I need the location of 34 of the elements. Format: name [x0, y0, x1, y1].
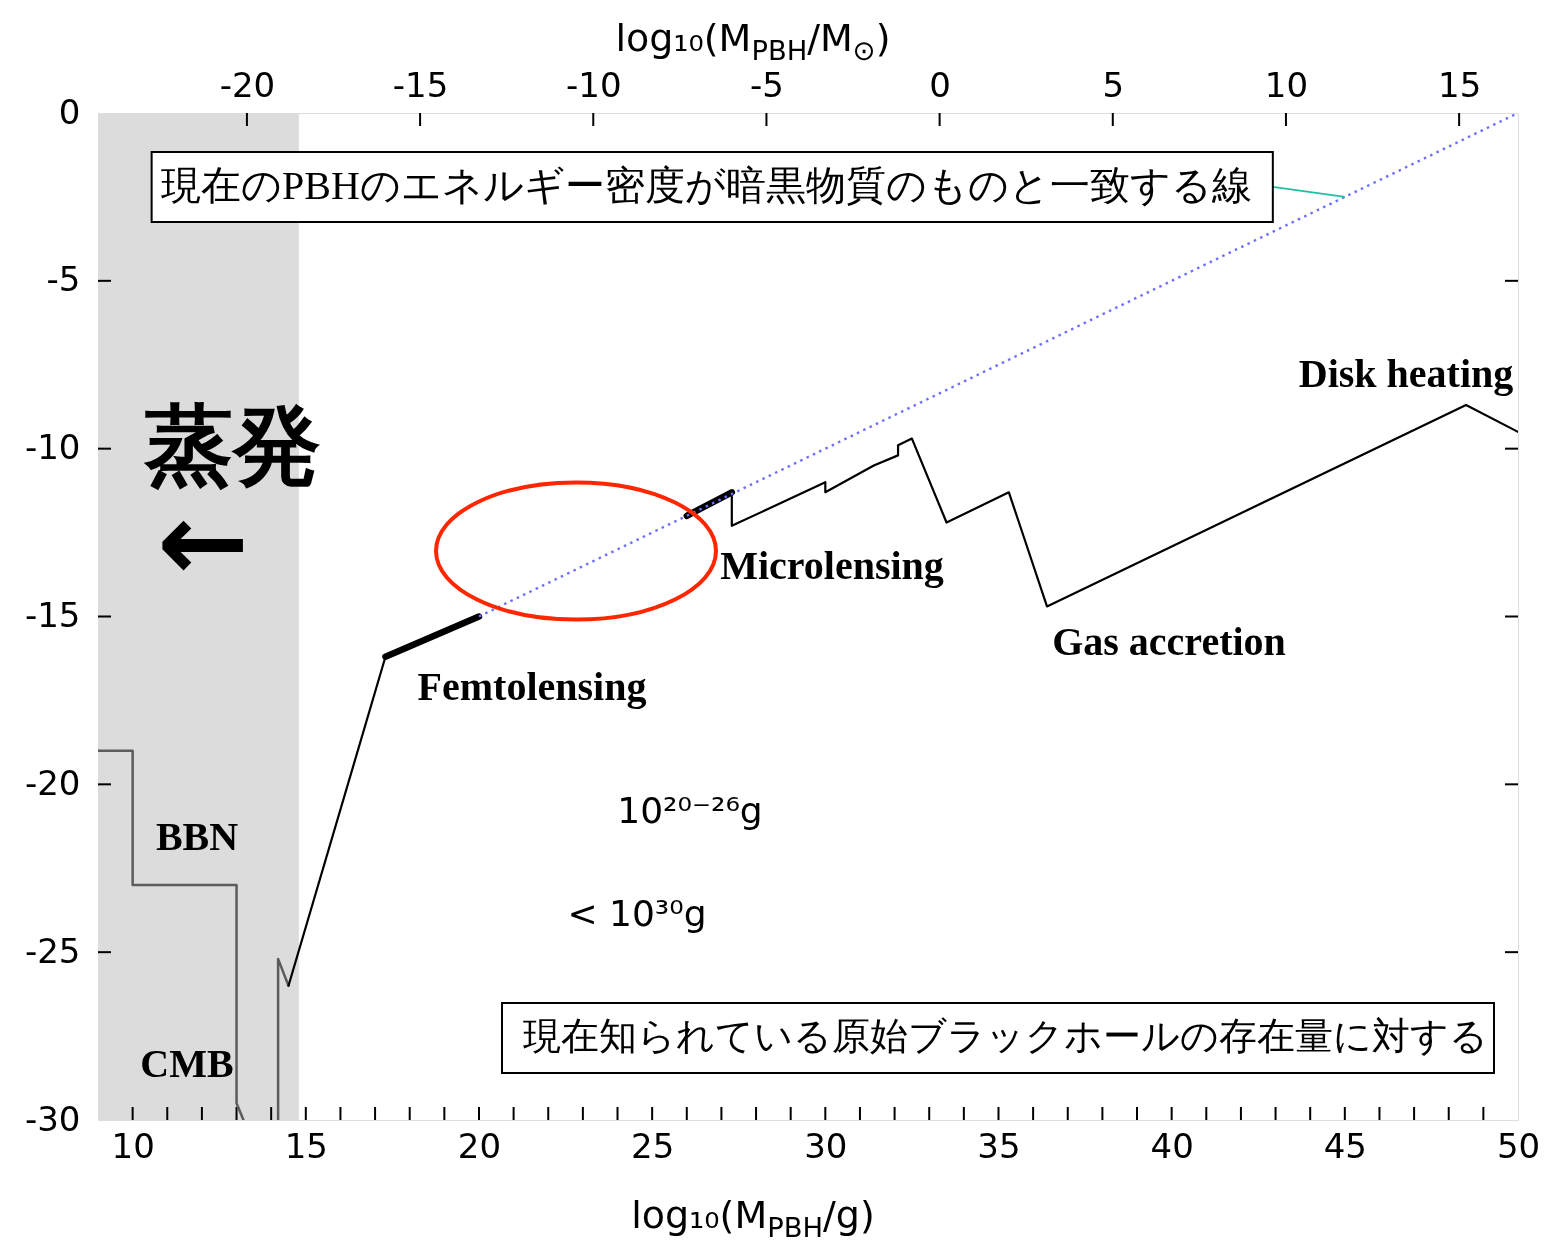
annotation: Gas accretion — [1052, 619, 1286, 664]
x2-tick-label: 10 — [1264, 64, 1309, 105]
annotation: 現在知られている原始ブラックホールの存在量に対する — [523, 1014, 1488, 1058]
annotation: Femtolensing — [417, 664, 647, 709]
x2-tick-label: -5 — [749, 64, 784, 105]
x-tick-label: 45 — [1323, 1125, 1367, 1166]
x2-tick-label: 5 — [1102, 64, 1125, 105]
x-tick-label: 20 — [457, 1125, 502, 1166]
y-tick-label: -10 — [24, 427, 81, 468]
annotation: Microlensing — [720, 543, 944, 588]
annotation: 10²⁰⁻²⁶g — [617, 790, 763, 831]
annotation: CMB — [140, 1041, 234, 1086]
x2-tick-label: -15 — [392, 64, 449, 105]
y-tick-label: -15 — [24, 595, 81, 635]
annotation: < 10³⁰g — [567, 893, 707, 934]
x-tick-label: 15 — [284, 1125, 328, 1166]
annotation: Disk heating — [1298, 351, 1514, 396]
annotation: BBN — [155, 814, 239, 859]
y-tick-label: -5 — [46, 259, 81, 300]
x-tick-label: 50 — [1496, 1125, 1541, 1166]
y-tick-label: 0 — [58, 91, 81, 132]
x-tick-label: 25 — [631, 1125, 675, 1166]
y-tick-label: -30 — [24, 1098, 81, 1139]
y-tick-label: -20 — [24, 762, 81, 803]
x2-tick-label: -10 — [565, 64, 622, 105]
x2-tick-label: -20 — [219, 64, 276, 105]
x-tick-label: 10 — [111, 1125, 155, 1166]
x2-tick-label: 0 — [929, 64, 951, 105]
annotation: 現在のPBHのエネルギー密度が暗黒物質のものと一致する線 — [161, 162, 1252, 208]
x-tick-label: 30 — [804, 1125, 848, 1166]
y-tick-label: -25 — [24, 930, 81, 971]
x-tick-label: 35 — [977, 1125, 1021, 1166]
x-tick-label: 40 — [1150, 1125, 1194, 1166]
x2-tick-label: 15 — [1437, 64, 1482, 105]
